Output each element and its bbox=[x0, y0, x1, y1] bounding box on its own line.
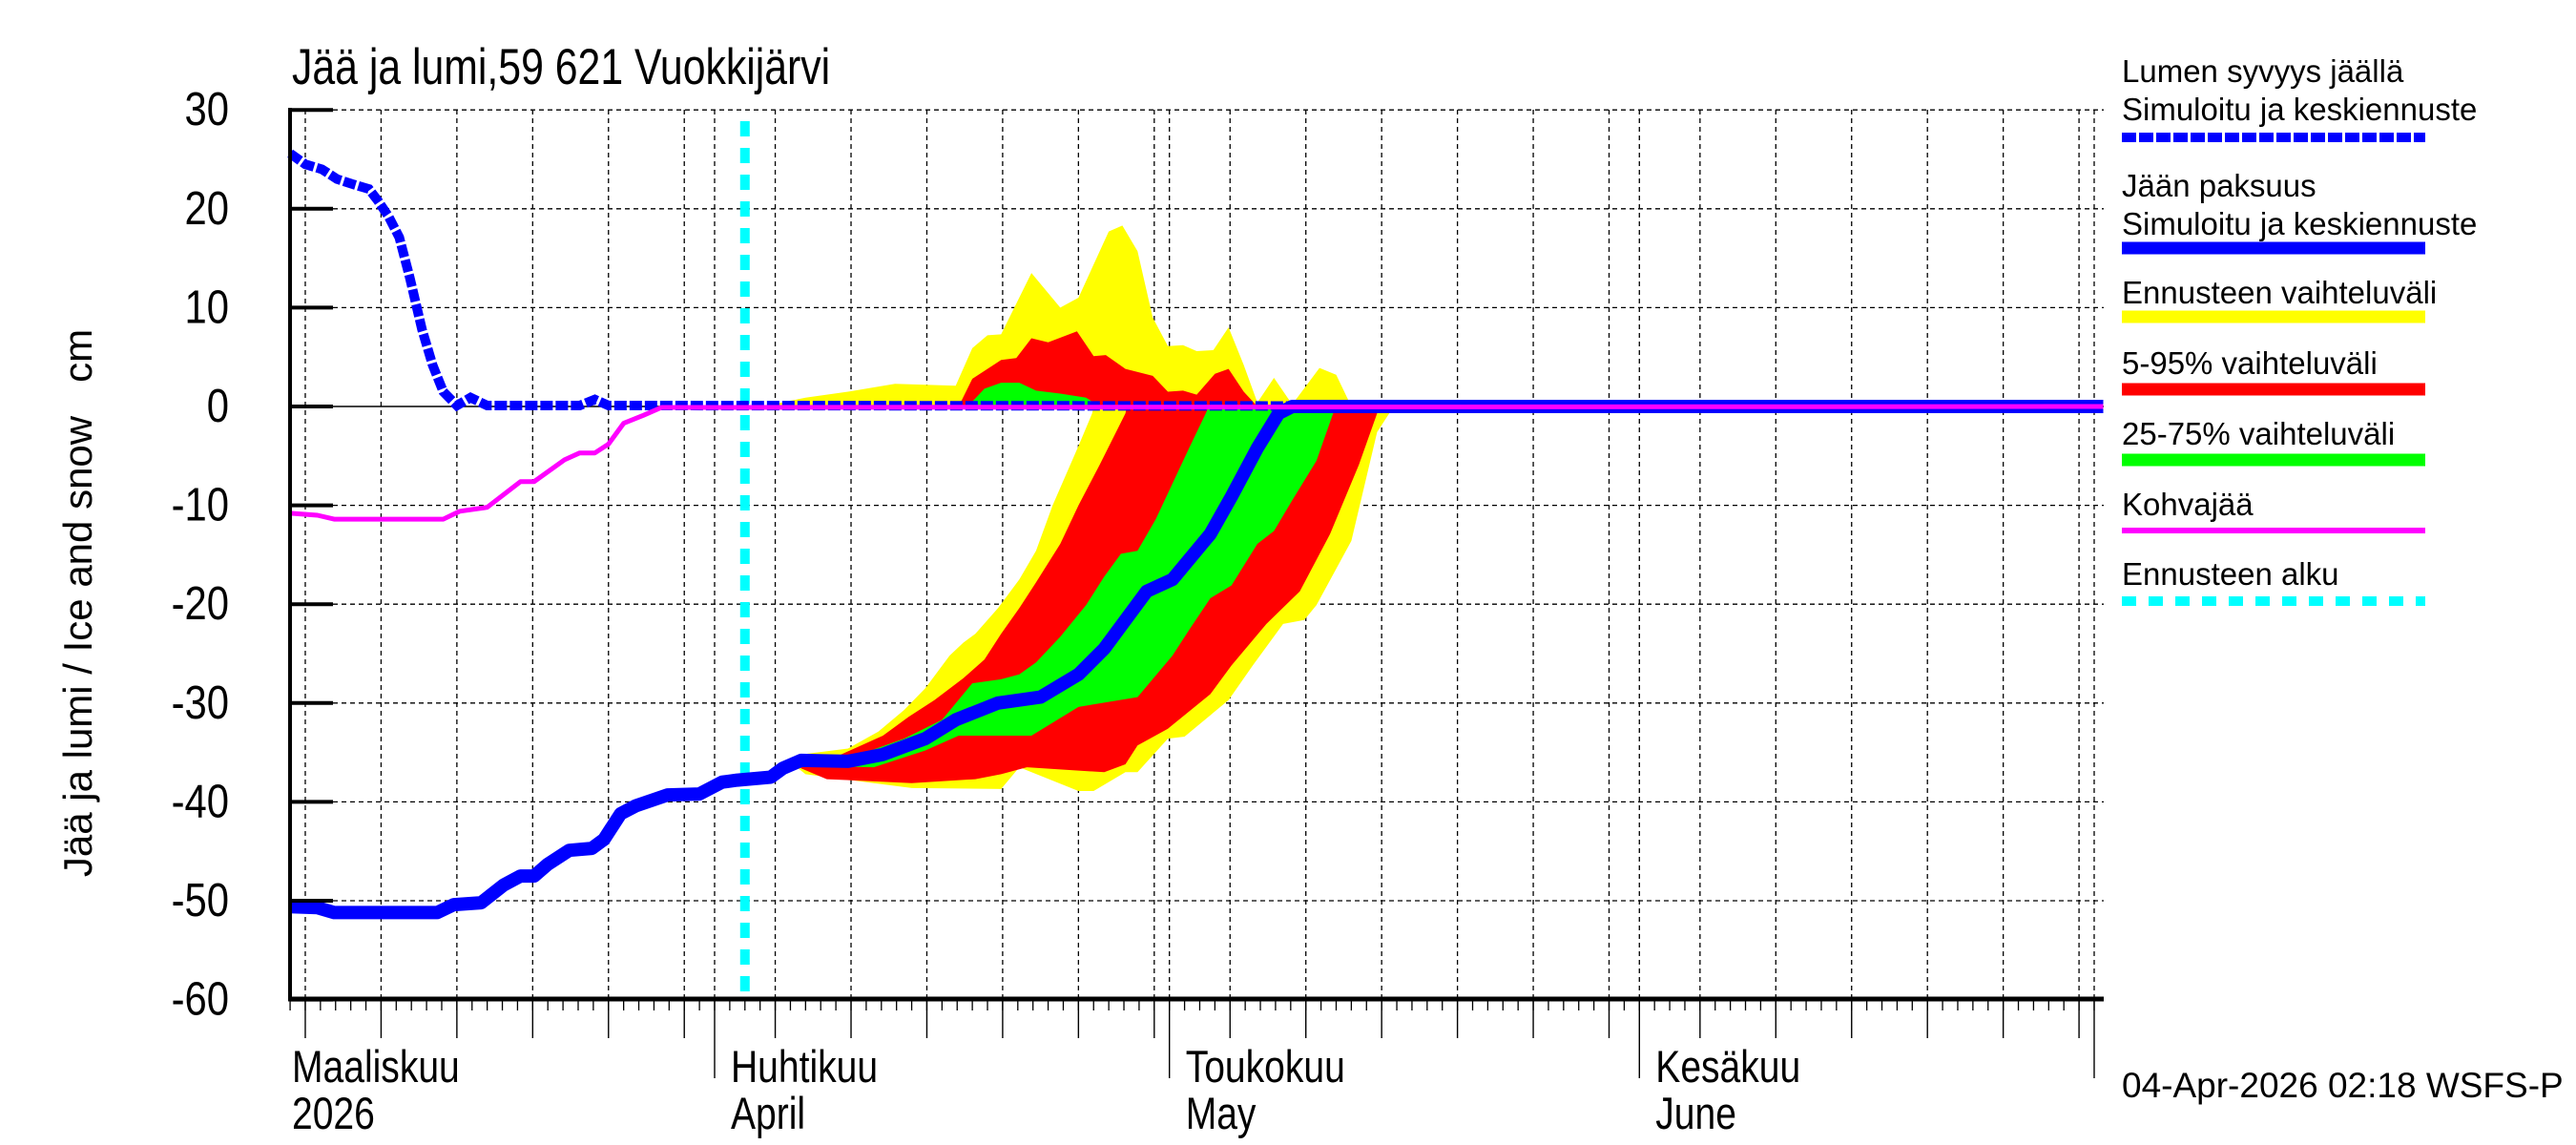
y-tick-label: -20 bbox=[172, 577, 229, 630]
x-month-sublabel: May bbox=[1186, 1090, 1257, 1139]
legend-label: Lumen syvyys jäällä bbox=[2122, 53, 2404, 89]
y-tick-label: -50 bbox=[172, 874, 229, 926]
legend-item: 5-95% vaihteluväli bbox=[2122, 345, 2425, 396]
y-axis-label: Jää ja lumi / Ice and snow cm bbox=[55, 329, 100, 877]
x-month-label: Maaliskuu bbox=[292, 1043, 460, 1093]
legend-label: Ennusteen alku bbox=[2122, 556, 2339, 592]
timestamp-label: 04-Apr-2026 02:18 WSFS-P bbox=[2122, 1066, 2564, 1105]
y-tick-label: 30 bbox=[185, 83, 229, 135]
legend-label: 25-75% vaihteluväli bbox=[2122, 416, 2395, 451]
legend-label: Kohvajää bbox=[2122, 487, 2254, 522]
band-ennusteen-vaihteluv-li-snow- bbox=[762, 225, 1352, 406]
chart-title: Jää ja lumi,59 621 Vuokkijärvi bbox=[292, 39, 830, 95]
y-tick-label: 20 bbox=[185, 182, 229, 235]
x-month-label: Huhtikuu bbox=[731, 1043, 878, 1093]
y-tick-label: 10 bbox=[185, 281, 229, 333]
ice-thickness-line bbox=[289, 400, 2104, 920]
legend-item: Kohvajää bbox=[2122, 487, 2425, 533]
kohvajaa-line bbox=[289, 404, 2104, 522]
legend-label: 5-95% vaihteluväli bbox=[2122, 345, 2378, 381]
y-tick-label: 0 bbox=[207, 380, 229, 432]
legend-label: Jään paksuus bbox=[2122, 168, 2316, 203]
x-month-label: Kesäkuu bbox=[1655, 1043, 1800, 1093]
y-axis-label-group: Jää ja lumi / Ice and snow cm bbox=[55, 329, 100, 877]
y-tick-label: -40 bbox=[172, 775, 229, 827]
x-month-label: Toukokuu bbox=[1186, 1043, 1345, 1093]
band-25-75-vaihteluv-li-snow- bbox=[967, 383, 1100, 406]
x-month-sublabel: 2026 bbox=[292, 1090, 375, 1139]
legend-sublabel: Simuloitu ja keskiennuste bbox=[2122, 92, 2477, 127]
gridlines bbox=[290, 109, 2104, 999]
forecast-bands bbox=[762, 225, 1393, 791]
y-tick-label: -60 bbox=[172, 972, 229, 1025]
band-25-75-vaihteluv-li-ice- bbox=[821, 406, 1337, 768]
legend-item: Ennusteen vaihteluväli bbox=[2122, 275, 2437, 323]
legend-sublabel: Simuloitu ja keskiennuste bbox=[2122, 206, 2477, 241]
snow-depth-line bbox=[287, 149, 2104, 412]
legend-label: Ennusteen vaihteluväli bbox=[2122, 275, 2437, 310]
y-tick-label: -10 bbox=[172, 478, 229, 531]
x-month-sublabel: April bbox=[731, 1090, 805, 1139]
data-lines bbox=[287, 121, 2104, 999]
x-month-sublabel: June bbox=[1655, 1090, 1736, 1139]
band-5-95-vaihteluv-li-snow- bbox=[958, 331, 1257, 406]
legend-item: Ennusteen alku bbox=[2122, 556, 2425, 606]
legend-item: 25-75% vaihteluväli bbox=[2122, 416, 2425, 467]
y-tick-label: -30 bbox=[172, 677, 229, 729]
